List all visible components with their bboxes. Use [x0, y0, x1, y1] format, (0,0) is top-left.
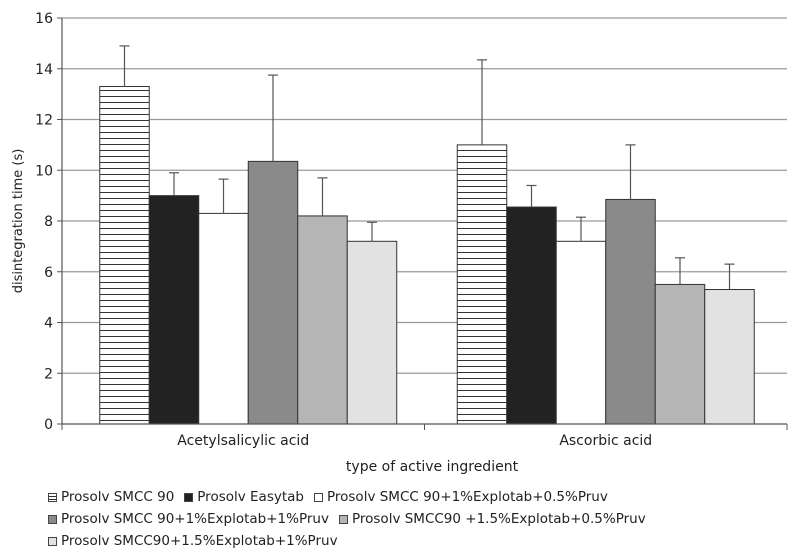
- legend-label: Prosolv Easytab: [197, 489, 304, 505]
- y-axis-label: disintegration time (s): [11, 149, 26, 294]
- bar: [99, 86, 150, 425]
- y-tick-label: 4: [44, 316, 53, 332]
- bar: [198, 212, 249, 425]
- bar: [297, 215, 348, 425]
- bar: [605, 198, 656, 425]
- bar: [247, 160, 299, 425]
- legend-swatch: [48, 514, 57, 524]
- legend-item: Prosolv Easytab: [184, 486, 304, 508]
- legend-label: Prosolv SMCC 90+1%Explotab+1%Pruv: [61, 511, 329, 527]
- bar: [456, 144, 508, 425]
- y-tick-label: 16: [35, 11, 53, 27]
- legend-swatch: [184, 492, 194, 502]
- legend-label: Prosolv SMCC90+1.5%Explotab+1%Pruv: [61, 533, 338, 549]
- legend-swatch: [313, 492, 323, 502]
- bar: [346, 240, 398, 425]
- bar: [148, 195, 200, 425]
- legend-row: Prosolv SMCC90+1.5%Explotab+1%Pruv: [48, 530, 788, 552]
- bar-chart: 0 2 4 6 8 10 12 14 16 Acetylsalicylic acid Ascorbi…: [11, 11, 788, 475]
- y-tick-label: 0: [44, 417, 53, 433]
- legend-item: Prosolv SMCC 90: [48, 486, 174, 508]
- x-tick-label: Ascorbic acid: [559, 433, 652, 449]
- bar: [704, 289, 755, 425]
- legend: Prosolv SMCC 90 Prosolv Easytab Prosolv SM…: [48, 486, 788, 552]
- legend-label: Prosolv SMCC 90: [61, 489, 175, 505]
- x-axis-label: type of active ingredient: [346, 459, 519, 475]
- legend-swatch: [338, 514, 348, 524]
- legend-item: Prosolv SMCC 90+1%Explotab+1%Pruv: [48, 508, 329, 530]
- legend-label: Prosolv SMCC90 +1.5%Explotab+0.5%Pruv: [351, 511, 646, 527]
- bar: [555, 240, 607, 425]
- x-tick-label: Acetylsalicylic acid: [177, 433, 309, 449]
- y-tick-label: 8: [44, 214, 53, 230]
- bar: [506, 206, 557, 425]
- y-tick-label: 14: [35, 62, 53, 78]
- y-tick-label: 2: [44, 366, 53, 382]
- legend-item: Prosolv SMCC90+1.5%Explotab+1%Pruv: [48, 530, 338, 552]
- legend-item: Prosolv SMCC90 +1.5%Explotab+0.5%Pruv: [338, 508, 646, 530]
- bar: [654, 283, 706, 425]
- legend-row: Prosolv SMCC 90 Prosolv Easytab Prosolv SM…: [48, 486, 788, 508]
- y-tick-label: 10: [35, 163, 53, 179]
- legend-swatch: [48, 536, 57, 546]
- legend-item: Prosolv SMCC 90+1%Explotab+0.5%Pruv: [313, 486, 608, 508]
- legend-row: Prosolv SMCC 90+1%Explotab+1%Pruv Prosolv…: [48, 508, 788, 530]
- legend-label: Prosolv SMCC 90+1%Explotab+0.5%Pruv: [326, 489, 608, 505]
- legend-swatch: [48, 492, 57, 502]
- y-tick-label: 12: [35, 113, 53, 129]
- y-tick-label: 6: [44, 265, 53, 281]
